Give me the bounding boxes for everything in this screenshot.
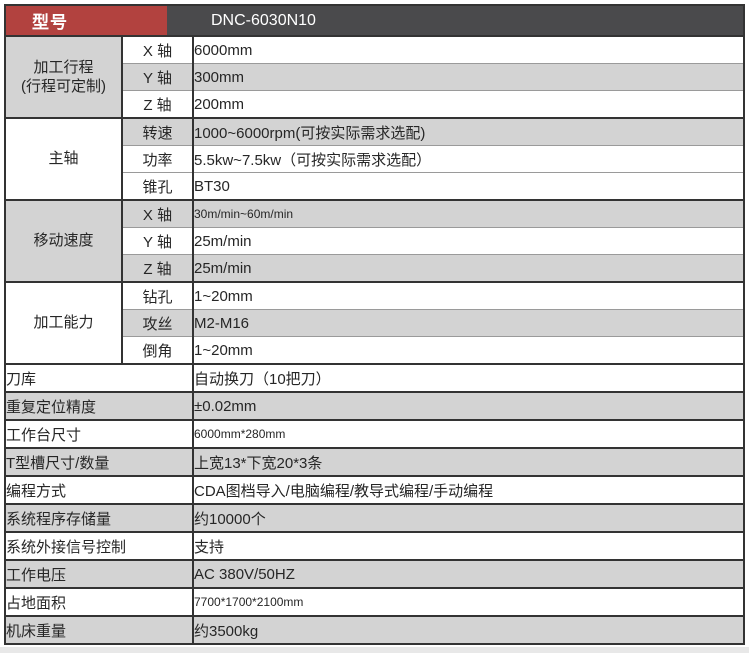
value-cell: 上宽13*下宽20*3条 xyxy=(193,447,743,476)
value-cell: CDA图档导入/电脑编程/教导式编程/手动编程 xyxy=(193,475,743,504)
spec-label-cell: 占地面积 xyxy=(6,587,194,616)
model-header-value: DNC-6030N10 xyxy=(167,6,743,35)
side-label-cell: 主轴 xyxy=(6,117,123,200)
value-cell: 约10000个 xyxy=(193,503,743,532)
value-cell: BT30 xyxy=(193,172,743,200)
sub-label-cell: 功率 xyxy=(122,145,194,173)
value-cell: 自动换刀（10把刀） xyxy=(193,363,743,392)
value-cell: AC 380V/50HZ xyxy=(193,559,743,588)
spec-table: 型号 DNC-6030N10 加工行程 (行程可定制) X 轴 6000mm Y… xyxy=(4,4,745,645)
table-row: 编程方式 CDA图档导入/电脑编程/教导式编程/手动编程 xyxy=(6,475,743,504)
table-row: 锥孔 BT30 xyxy=(6,172,743,200)
sub-label-cell: Y 轴 xyxy=(122,63,194,91)
table-row: 工作台尺寸 6000mm*280mm xyxy=(6,419,743,448)
table-row: 系统外接信号控制 支持 xyxy=(6,531,743,560)
value-cell: 6000mm xyxy=(193,37,743,64)
sub-label-cell: 转速 xyxy=(122,117,194,146)
table-row: Z 轴 200mm xyxy=(6,90,743,118)
spec-table-body: 加工行程 (行程可定制) X 轴 6000mm Y 轴 300mm Z 轴 20… xyxy=(6,37,743,643)
value-cell: 25m/min xyxy=(193,254,743,282)
side-label-line1: 加工行程 xyxy=(33,58,94,76)
table-row: Z 轴 25m/min xyxy=(6,254,743,282)
table-row: 重复定位精度 ±0.02mm xyxy=(6,391,743,420)
value-cell: 7700*1700*2100mm xyxy=(193,587,743,616)
spec-label-cell: 系统外接信号控制 xyxy=(6,531,194,560)
table-row: 加工能力 钻孔 1~20mm xyxy=(6,281,743,364)
spec-label-cell: 工作台尺寸 xyxy=(6,419,194,448)
value-cell: 约3500kg xyxy=(193,615,743,643)
spec-label-cell: 重复定位精度 xyxy=(6,391,194,420)
table-row: 倒角 1~20mm xyxy=(6,336,743,364)
table-row: 主轴 转速 1000~6000rpm(可按实际需求选配) xyxy=(6,117,743,200)
model-header-label: 型号 xyxy=(6,6,167,35)
side-label-line2: (行程可定制) xyxy=(21,78,106,95)
sub-label-cell: X 轴 xyxy=(122,37,194,64)
table-row: 机床重量 约3500kg xyxy=(6,615,743,643)
sub-label-cell: X 轴 xyxy=(122,199,194,228)
table-row: 刀库 自动换刀（10把刀） xyxy=(6,363,743,392)
spec-label-cell: 编程方式 xyxy=(6,475,194,504)
value-cell: 30m/min~60m/min xyxy=(193,199,743,228)
side-label-cell: 移动速度 xyxy=(6,199,123,282)
spec-label-cell: 机床重量 xyxy=(6,615,194,643)
table-row: Y 轴 25m/min xyxy=(6,227,743,255)
table-row: 系统程序存储量 约10000个 xyxy=(6,503,743,532)
value-cell: ±0.02mm xyxy=(193,391,743,420)
value-cell: M2-M16 xyxy=(193,309,743,337)
side-label-cell: 加工行程 (行程可定制) xyxy=(6,37,123,118)
sub-label-cell: 钻孔 xyxy=(122,281,194,310)
model-header-row: 型号 DNC-6030N10 xyxy=(6,6,743,37)
value-cell: 300mm xyxy=(193,63,743,91)
sub-label-cell: Z 轴 xyxy=(122,90,194,118)
table-row: 移动速度 X 轴 30m/min~60m/min xyxy=(6,199,743,282)
value-cell: 1~20mm xyxy=(193,281,743,310)
sub-label-cell: 攻丝 xyxy=(122,309,194,337)
table-row: 加工行程 (行程可定制) X 轴 6000mm xyxy=(6,37,743,118)
sub-label-cell: 倒角 xyxy=(122,336,194,364)
table-row: 占地面积 7700*1700*2100mm xyxy=(6,587,743,616)
value-cell: 6000mm*280mm xyxy=(193,419,743,448)
value-cell: 1~20mm xyxy=(193,336,743,364)
sub-label-cell: 锥孔 xyxy=(122,172,194,200)
table-row: 工作电压 AC 380V/50HZ xyxy=(6,559,743,588)
spec-label-cell: T型槽尺寸/数量 xyxy=(6,447,194,476)
value-cell: 25m/min xyxy=(193,227,743,255)
side-label-cell: 加工能力 xyxy=(6,281,123,364)
sub-label-cell: Z 轴 xyxy=(122,254,194,282)
value-cell: 1000~6000rpm(可按实际需求选配) xyxy=(193,117,743,146)
table-row: 攻丝 M2-M16 xyxy=(6,309,743,337)
value-cell: 5.5kw~7.5kw（可按实际需求选配） xyxy=(193,145,743,173)
sub-label-cell: Y 轴 xyxy=(122,227,194,255)
table-row: T型槽尺寸/数量 上宽13*下宽20*3条 xyxy=(6,447,743,476)
spec-label-cell: 工作电压 xyxy=(6,559,194,588)
value-cell: 200mm xyxy=(193,90,743,118)
table-row: Y 轴 300mm xyxy=(6,63,743,91)
spec-label-cell: 刀库 xyxy=(6,363,194,392)
value-cell: 支持 xyxy=(193,531,743,560)
table-row: 功率 5.5kw~7.5kw（可按实际需求选配） xyxy=(6,145,743,173)
page-bottom-strip xyxy=(0,647,749,653)
spec-label-cell: 系统程序存储量 xyxy=(6,503,194,532)
